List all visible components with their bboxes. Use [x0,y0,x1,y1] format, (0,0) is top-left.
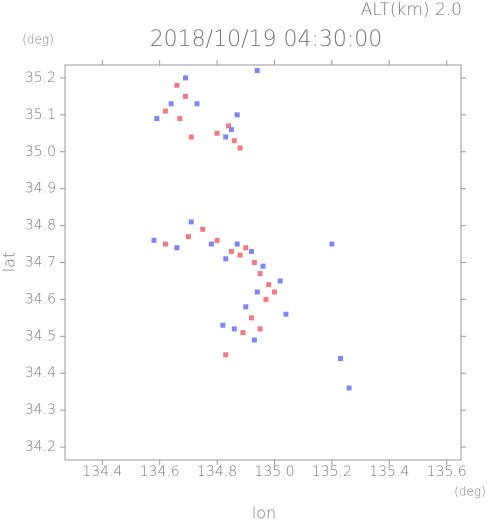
echo-point [228,248,234,254]
echo-point [168,101,174,107]
echo-point [214,237,220,243]
x-tick-label: 134.8 [197,464,237,480]
y-tick-label: 34.7 [25,255,56,271]
echo-point [243,245,249,251]
echo-point [162,108,168,114]
chart-subtitle: ALT(km) 2.0 [361,0,462,20]
echo-point [220,322,226,328]
echo-point [251,260,257,265]
echo-point [243,304,249,310]
echo-point [337,355,343,361]
echo-point [231,138,237,144]
echo-point [214,130,220,136]
y-tick-label: 35.2 [25,70,56,86]
x-tick-label: 135.2 [312,464,352,480]
x-tick-label: 135.4 [369,464,409,480]
echo-point [188,219,194,225]
echo-point [223,134,229,140]
chart-title: 2018/10/19 04:30:00 [150,27,383,52]
echo-point [249,315,255,321]
echo-point [188,134,194,140]
y-tick-label: 34.2 [25,439,56,455]
y-tick-label: 35.1 [25,107,56,123]
x-axis-label: lon [252,504,276,521]
echo-point [174,82,180,88]
echo-point [228,127,234,133]
y-tick-label: 34.8 [25,218,56,234]
plot-frame [64,64,462,461]
y-tick-label: 34.5 [25,328,56,344]
echo-point [234,112,240,118]
echo-point [254,68,260,74]
echo-point [277,278,283,284]
echo-point [254,289,260,295]
echo-point [237,145,243,151]
echo-point [257,271,263,277]
echo-point [251,337,257,343]
echo-point [174,245,180,251]
echo-point [223,352,229,358]
echo-point [271,289,277,295]
y-tick-label: 34.6 [25,291,56,307]
echo-point [283,311,289,317]
echo-point [231,326,237,332]
y-tick-label: 34.4 [25,365,56,381]
echo-point [329,241,335,247]
echo-point [154,116,160,122]
echo-point [257,326,263,332]
echo-point [249,248,255,254]
echo-point [183,93,189,99]
echo-point [200,226,206,232]
echo-point [194,101,200,107]
y-axis-label: lat [0,252,19,273]
echo-point [260,263,266,269]
echo-point [266,282,272,288]
echo-point [162,241,168,247]
echo-point [234,241,240,247]
echo-point [177,116,183,122]
echo-point [226,123,232,129]
y-unit: (deg) [22,33,54,47]
x-tick-label: 134.6 [140,464,180,480]
x-tick-label: 135.0 [254,464,294,480]
echo-point [237,252,243,258]
x-unit: (deg) [454,485,486,499]
y-tick-label: 34.9 [25,181,56,197]
echo-point [223,256,229,262]
echo-point [183,75,189,81]
echo-point [208,241,214,247]
echo-point [263,296,269,302]
x-tick-label: 135.6 [427,464,467,480]
echo-point [151,237,157,243]
y-tick-label: 35.0 [25,144,56,160]
echo-point [185,234,191,240]
echo-point [240,330,246,336]
echo-point [346,385,352,391]
x-tick-label: 134.4 [82,464,122,480]
y-tick-label: 34.3 [25,402,56,418]
